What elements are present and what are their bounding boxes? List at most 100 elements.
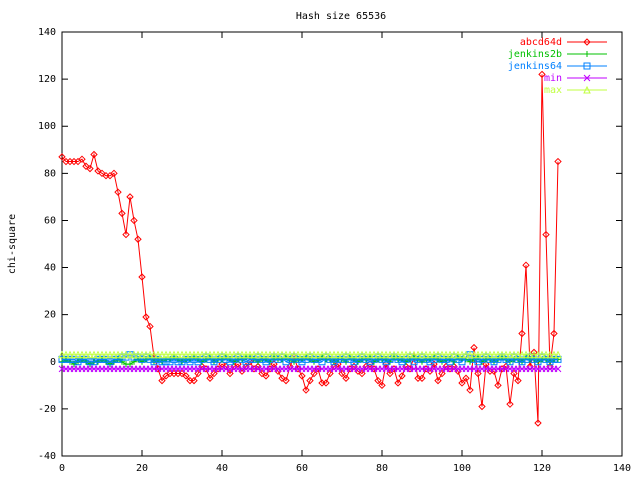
data-point	[126, 350, 134, 359]
data-point	[422, 365, 430, 373]
data-point	[530, 355, 538, 363]
data-point	[138, 273, 146, 281]
legend-label: abcd64d	[520, 37, 562, 48]
data-point	[374, 376, 382, 385]
data-point	[258, 350, 266, 359]
data-point	[170, 355, 178, 363]
data-point	[538, 70, 546, 79]
data-point	[514, 350, 522, 359]
data-point	[282, 376, 290, 385]
data-point	[554, 157, 562, 166]
data-point	[270, 350, 278, 359]
data-point	[522, 261, 530, 269]
data-point	[530, 348, 538, 357]
x-tick-label: 140	[613, 463, 631, 474]
data-point	[127, 361, 133, 368]
data-point	[506, 350, 514, 359]
data-point	[514, 376, 522, 385]
data-point	[350, 350, 358, 359]
data-point	[298, 350, 306, 359]
data-point	[494, 381, 502, 390]
data-point	[170, 350, 178, 359]
data-point	[118, 209, 126, 218]
y-tick-label: -20	[38, 404, 56, 415]
data-point	[454, 355, 462, 363]
data-point	[62, 350, 70, 359]
data-point	[362, 350, 370, 359]
data-point	[398, 350, 406, 359]
data-point	[278, 350, 286, 359]
data-point	[206, 350, 214, 359]
data-point	[122, 230, 130, 239]
data-point	[210, 369, 218, 378]
data-point	[174, 350, 182, 359]
data-point	[450, 350, 458, 359]
legend-label: max	[544, 85, 562, 96]
data-point	[98, 169, 106, 178]
data-point	[370, 350, 378, 359]
data-point	[474, 369, 482, 378]
data-point	[258, 369, 266, 378]
data-point	[390, 365, 398, 373]
data-point	[70, 355, 78, 363]
data-point	[354, 350, 362, 359]
data-point	[438, 369, 446, 378]
legend-swatch	[567, 51, 607, 57]
data-point	[122, 350, 130, 359]
data-point	[422, 355, 430, 363]
data-point	[70, 350, 78, 359]
data-point	[502, 350, 510, 359]
data-point	[94, 167, 102, 175]
data-point	[374, 350, 382, 359]
data-point	[114, 188, 122, 196]
data-point	[542, 230, 550, 239]
data-point	[538, 350, 546, 359]
data-point	[542, 350, 550, 359]
data-point	[510, 369, 518, 378]
data-point	[406, 350, 414, 359]
data-point	[282, 350, 290, 359]
y-tick-label: 0	[50, 357, 56, 368]
data-point	[210, 350, 218, 359]
data-point	[302, 350, 310, 359]
data-point	[518, 350, 526, 359]
data-point	[462, 374, 470, 382]
data-point	[82, 350, 90, 359]
data-point	[298, 372, 306, 380]
y-tick-label: 20	[44, 310, 56, 321]
data-point	[394, 350, 402, 359]
x-tick-label: 0	[59, 463, 65, 474]
data-point	[514, 355, 522, 363]
data-point	[550, 350, 558, 359]
data-point	[178, 350, 186, 359]
data-point	[194, 369, 202, 378]
data-point	[194, 350, 202, 359]
y-tick-label: 60	[44, 215, 56, 226]
data-point	[550, 329, 558, 338]
data-point	[94, 350, 102, 359]
data-point	[190, 355, 198, 363]
y-tick-label: 100	[38, 121, 56, 132]
data-point	[154, 365, 162, 373]
data-point	[186, 350, 194, 359]
data-point	[554, 365, 562, 373]
y-axis-label: chi-square	[7, 214, 18, 274]
data-point	[554, 355, 562, 363]
data-point	[346, 350, 354, 359]
legend-swatch	[567, 62, 607, 70]
data-point	[326, 369, 334, 378]
data-point	[358, 369, 366, 378]
data-point	[494, 350, 502, 359]
data-point	[130, 350, 138, 359]
legend-label: min	[544, 73, 562, 84]
data-point	[502, 355, 510, 363]
data-point	[326, 350, 334, 359]
data-point	[318, 350, 326, 359]
data-point	[458, 379, 466, 387]
y-tick-label: 40	[44, 263, 56, 274]
data-point	[446, 350, 454, 359]
data-point	[486, 350, 494, 359]
data-point	[326, 355, 334, 363]
data-point	[266, 350, 274, 359]
